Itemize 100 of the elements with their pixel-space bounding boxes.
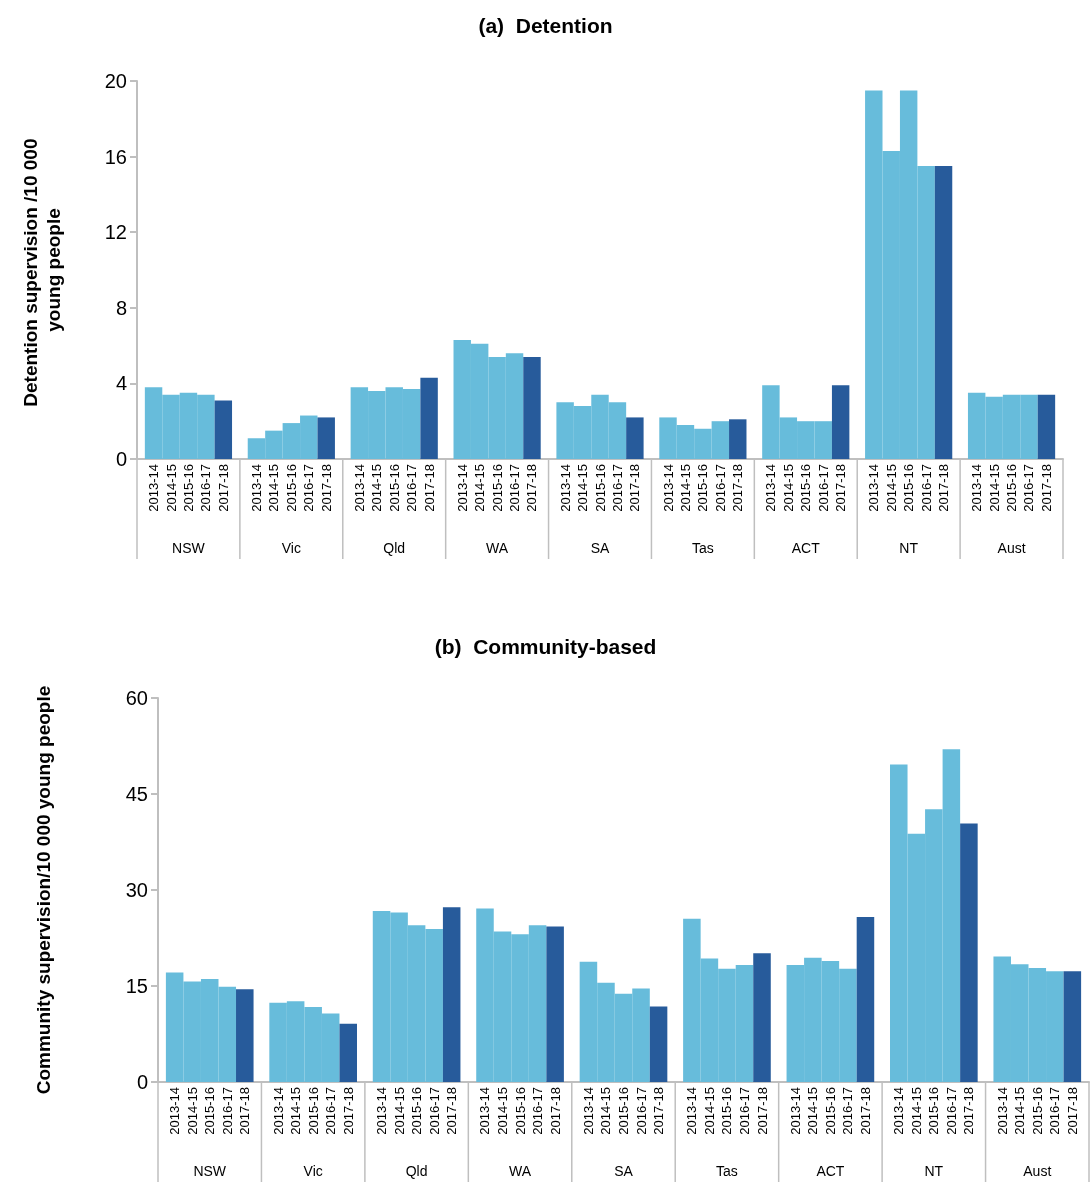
x-tick-label: 2017-18 [524,464,540,512]
text: Aust [997,540,1026,556]
x-tick-label: 2015-16 [798,464,814,512]
y-tick-label: 16 [104,145,127,168]
text: Tas [691,540,714,556]
x-tick-label: 2013-14 [763,464,779,512]
x-tick-label: 2017-18 [754,1087,770,1135]
text: NSW [172,540,206,556]
x-tick-label: 2015-16 [1004,464,1020,512]
text: Tas [716,1163,738,1179]
x-tick-label: 2014-15 [495,1087,511,1135]
y-tick-label: 20 [104,70,127,92]
x-tick-label: 2015-16 [202,1087,218,1135]
x-tick-label: 2016-17 [1021,464,1037,512]
x-tick-label: 2014-15 [472,464,488,512]
x-tick-label: 2016-17 [323,1087,339,1135]
x-tick-label: 2015-16 [901,464,917,512]
x-tick-label: 2013-14 [787,1087,803,1135]
x-tick-label: 2017-18 [833,464,849,512]
x-tick-label: 2016-17 [609,464,625,512]
x-tick-label: 2015-16 [386,464,402,512]
x-tick-label: 2013-14 [969,464,985,512]
x-tick-label: 2017-18 [730,464,746,512]
x-tick-label: 2015-16 [926,1087,942,1135]
x-tick-label: 2013-14 [557,464,573,512]
x-tick-label: 2013-14 [454,464,470,512]
x-tick-label: 2015-16 [409,1087,425,1135]
x-tick-label: 2014-15 [163,464,179,512]
x-tick-label: 2015-16 [283,464,299,512]
x-tick-label: 2014-15 [986,464,1002,512]
x-tick-label: 2014-15 [184,1087,200,1135]
x-tick-label: 2013-14 [580,1087,596,1135]
x-tick-label: 2016-17 [426,1087,442,1135]
x-tick-label: 2013-14 [866,464,882,512]
text: ACT [791,540,821,556]
x-tick-label: 2015-16 [592,464,608,512]
text: SA [590,540,610,556]
y-axis-title: Community supervision/10 000 young people [32,685,54,1095]
x-tick-label: 2014-15 [780,464,796,512]
x-tick-label: 2017-18 [627,464,643,512]
x-tick-label: 2017-18 [237,1087,253,1135]
x-tick-label: 2013-14 [270,1087,286,1135]
x-tick-label: 2014-15 [677,464,693,512]
x-tick-label: 2013-14 [374,1087,390,1135]
x-tick-label: 2016-17 [1047,1087,1063,1135]
x-tick-label: 2016-17 [198,464,214,512]
text: WA [486,540,509,556]
x-tick-label: 2014-15 [391,1087,407,1135]
y-tick-label: 12 [104,221,127,244]
text: ACT [816,1163,845,1179]
x-tick-label: 2016-17 [404,464,420,512]
x-tick-label: 2016-17 [530,1087,546,1135]
text: NT [899,540,919,556]
x-tick-label: 2016-17 [736,1087,752,1135]
x-tick-label: 2017-18 [961,1087,977,1135]
x-tick-label: 2015-16 [822,1087,838,1135]
x-tick-label: 2016-17 [633,1087,649,1135]
x-tick-label: 2015-16 [1029,1087,1045,1135]
x-tick-label: 2017-18 [318,464,334,512]
x-tick-label: 2014-15 [598,1087,614,1135]
y-tick-label: 45 [125,783,148,805]
x-tick-label: 2015-16 [695,464,711,512]
x-tick-label: 2015-16 [489,464,505,512]
x-tick-label: 2017-18 [547,1087,563,1135]
x-tick-label: 2016-17 [507,464,523,512]
y-tick-label: 30 [125,879,148,901]
x-tick-label: 2014-15 [369,464,385,512]
text: NT [924,1163,944,1179]
text: WA [509,1163,532,1179]
x-tick-label: 2013-14 [146,464,162,512]
chart-title: (a) Detention [478,14,613,37]
x-tick-label: 2013-14 [248,464,264,512]
text: Qld [405,1163,428,1179]
text: SA [614,1163,634,1179]
x-tick-label: 2016-17 [840,1087,856,1135]
x-tick-label: 2015-16 [512,1087,528,1135]
y-tick-label: 0 [115,448,127,470]
x-tick-label: 2016-17 [918,464,934,512]
x-tick-label: 2014-15 [701,1087,717,1135]
x-tick-label: 2014-15 [908,1087,924,1135]
x-tick-label: 2017-18 [421,464,437,512]
x-tick-label: 2016-17 [712,464,728,512]
y-tick-label: 60 [125,687,148,709]
x-tick-label: 2015-16 [719,1087,735,1135]
x-tick-label: 2017-18 [936,464,952,512]
x-tick-label: 2017-18 [444,1087,460,1135]
x-tick-label: 2015-16 [305,1087,321,1135]
x-tick-label: 2017-18 [1064,1087,1080,1135]
x-tick-label: 2017-18 [651,1087,667,1135]
y-axis-title: Detention supervision /10 000 young people [20,133,64,407]
x-tick-label: 2015-16 [180,464,196,512]
x-tick-label: 2014-15 [575,464,591,512]
x-tick-label: 2016-17 [943,1087,959,1135]
y-tick-label: 15 [125,975,148,997]
text: Qld [383,540,406,556]
text: NSW [193,1163,227,1179]
x-tick-label: 2013-14 [994,1087,1010,1135]
x-tick-label: 2013-14 [660,464,676,512]
x-tick-label: 2014-15 [1012,1087,1028,1135]
x-tick-label: 2013-14 [477,1087,493,1135]
